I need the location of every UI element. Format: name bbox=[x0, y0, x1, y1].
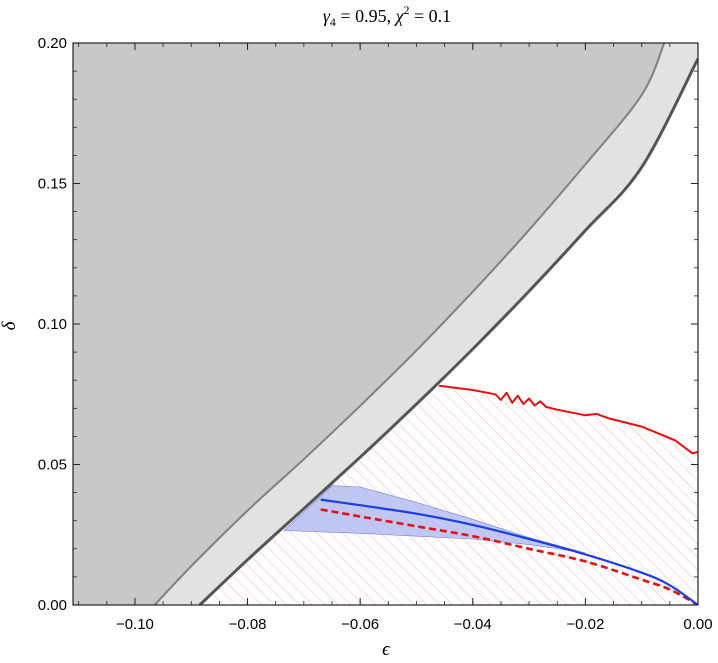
chart-title: γ4 = 0.95, χ2 = 0.1 bbox=[323, 3, 451, 29]
excluded-region-dark bbox=[73, 43, 665, 605]
y-tick-label: 0.10 bbox=[38, 316, 67, 333]
x-tick-label: −0.10 bbox=[116, 616, 154, 633]
y-tick-label: 0.00 bbox=[38, 597, 67, 614]
red-upper-curve bbox=[438, 384, 698, 455]
blue-solid-curve bbox=[320, 498, 698, 605]
x-axis: −0.10 −0.08 −0.06 −0.04 −0.02 0.00 bbox=[78, 43, 713, 633]
y-axis: 0.00 0.05 0.10 0.15 0.20 bbox=[38, 35, 698, 614]
x-axis-label: ϵ bbox=[382, 639, 391, 660]
y-tick-label: 0.05 bbox=[38, 457, 67, 474]
y-tick-label: 0.15 bbox=[38, 176, 67, 193]
boundary-outer-line bbox=[153, 43, 666, 605]
x-tick-label: −0.04 bbox=[454, 616, 492, 633]
x-tick-label: −0.02 bbox=[566, 616, 604, 633]
blue-band bbox=[283, 485, 586, 554]
x-tick-label: −0.08 bbox=[229, 616, 267, 633]
y-tick-label: 0.20 bbox=[38, 35, 67, 52]
boundary-inner-line bbox=[198, 58, 698, 605]
x-tick-label: 0.00 bbox=[683, 616, 712, 633]
red-dashed-curve bbox=[320, 508, 698, 605]
x-tick-label: −0.06 bbox=[341, 616, 379, 633]
plot-area bbox=[73, 43, 698, 605]
y-axis-label: δ bbox=[0, 320, 20, 330]
